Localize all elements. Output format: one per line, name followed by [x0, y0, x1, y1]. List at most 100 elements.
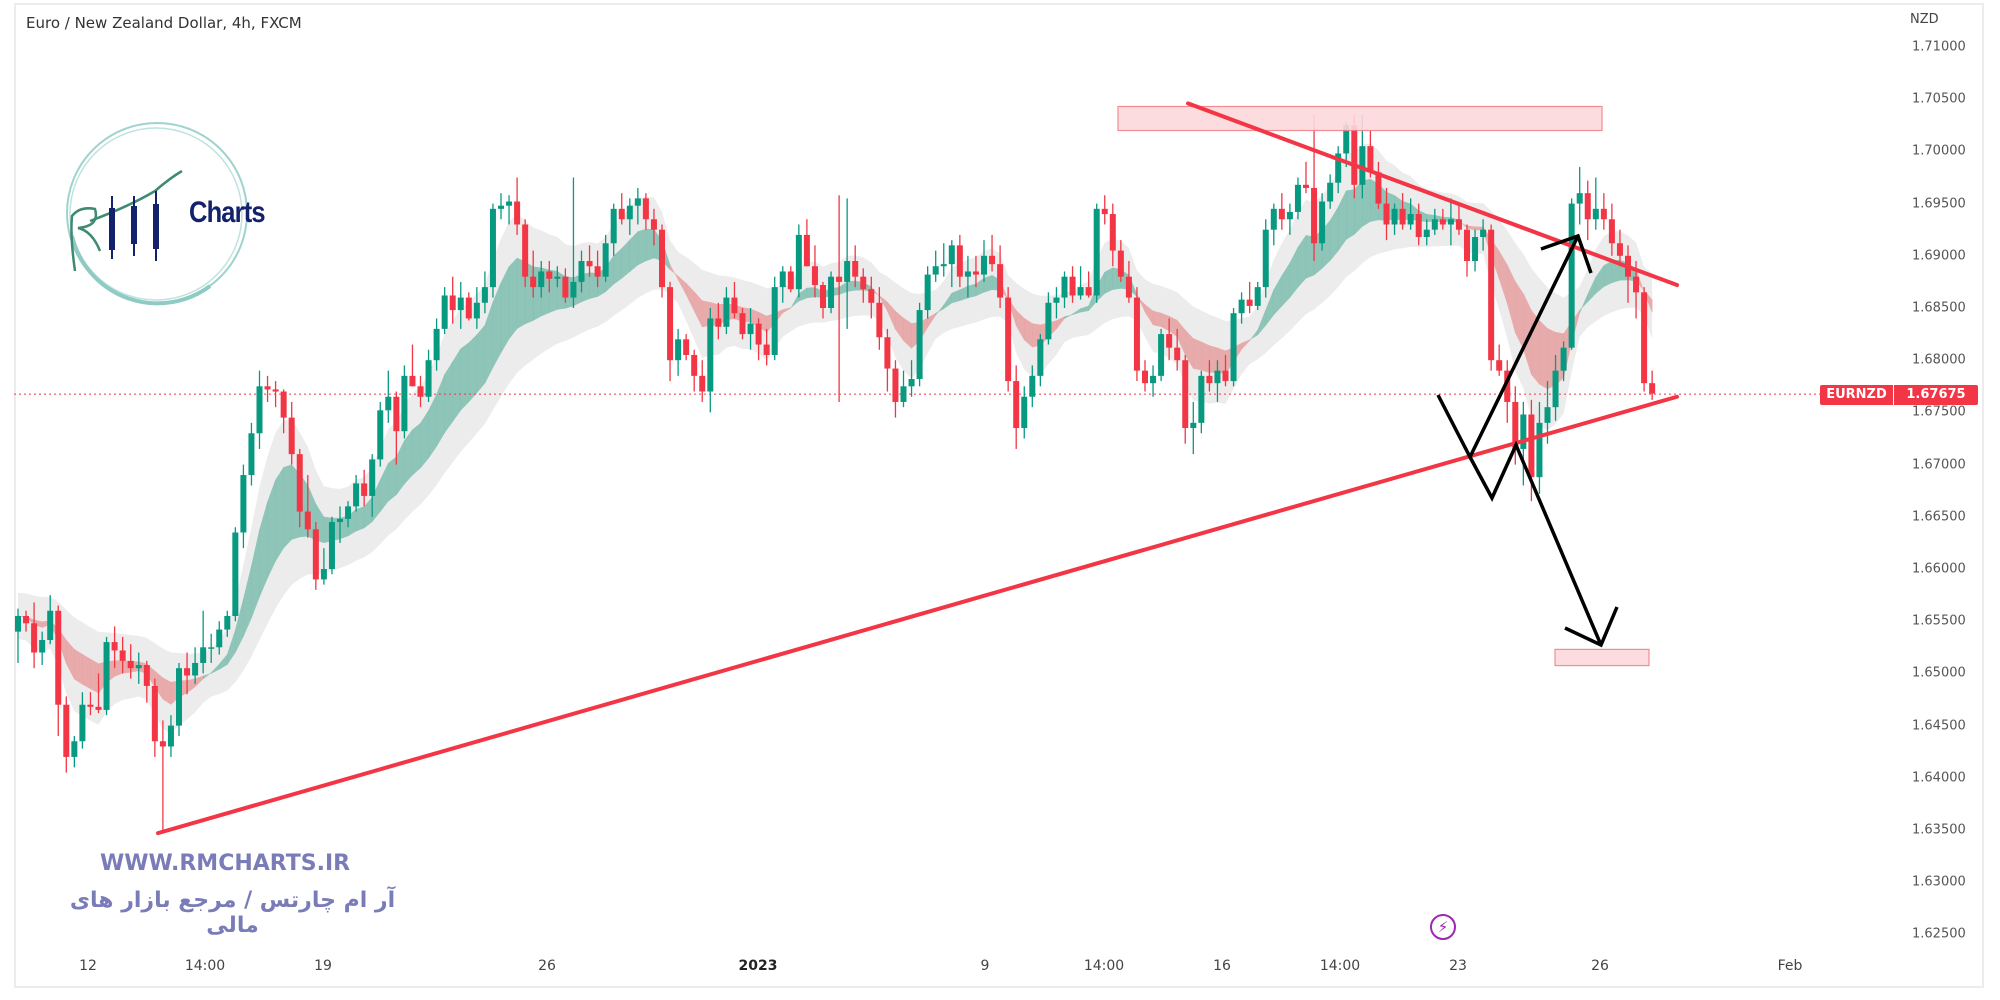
candle-body: [1005, 297, 1012, 382]
candle-body: [1488, 229, 1495, 361]
bearish-scenario-arrow: [1468, 440, 1603, 646]
candle-body: [1013, 381, 1020, 429]
candle-body: [634, 198, 641, 206]
time-tick: 16: [1213, 958, 1231, 974]
ma-ribbon-segment: [388, 456, 397, 502]
candle-body: [1608, 219, 1615, 244]
candle-body: [1262, 229, 1269, 288]
candle-body: [1222, 370, 1229, 382]
candle-body: [852, 261, 859, 277]
candle-body: [1391, 208, 1398, 225]
candle-body: [135, 665, 142, 669]
candle-body: [192, 662, 199, 676]
candle-body: [811, 266, 818, 286]
candle-body: [1294, 184, 1301, 212]
candle-body: [1319, 201, 1326, 244]
ma-ribbon-segment: [1474, 226, 1484, 231]
candle-body: [1504, 370, 1511, 402]
ma-ribbon-segment: [645, 228, 655, 262]
candle-body: [232, 532, 239, 616]
price-tick: 1.66000: [1912, 561, 1966, 577]
volatility-band: [18, 143, 1653, 735]
candle-body: [900, 386, 907, 402]
ma-ribbon-segment: [1217, 347, 1226, 375]
candle-body: [1600, 208, 1607, 220]
candle-body: [1230, 313, 1237, 382]
resistance-zone: [1117, 105, 1603, 132]
candle-body: [1552, 370, 1559, 408]
candle-body: [1496, 360, 1503, 371]
candle-body: [820, 285, 826, 308]
candle-body: [562, 276, 569, 298]
candle-body: [1238, 299, 1245, 314]
candle-body: [787, 271, 794, 290]
candle-body: [216, 629, 223, 648]
candle-body: [369, 459, 376, 496]
candle-body: [1383, 203, 1390, 225]
candle-body: [514, 201, 521, 225]
candle-body: [1633, 276, 1640, 293]
candle-body: [1045, 302, 1052, 340]
candle-body: [1254, 287, 1261, 306]
price-tick: 1.67500: [1912, 404, 1966, 420]
ma-ribbon-segment: [508, 257, 518, 340]
candle-body: [981, 255, 987, 275]
candle-body: [836, 276, 843, 282]
candle-body: [659, 229, 665, 288]
candle-body: [586, 261, 593, 267]
ma-ribbon-segment: [637, 228, 647, 266]
candle-body: [1101, 208, 1108, 215]
candle-body: [167, 725, 174, 747]
time-tick: 14:00: [184, 958, 226, 974]
candle-body: [594, 266, 601, 277]
candle-body: [932, 266, 939, 275]
candle-body: [1085, 287, 1092, 296]
target-zone: [1554, 648, 1650, 667]
candle-body: [224, 615, 231, 630]
candle-body: [1407, 214, 1414, 225]
candle-body: [1464, 229, 1470, 262]
candle-body: [1512, 401, 1519, 449]
ma-ribbon-segment: [1104, 267, 1114, 294]
ma-ribbon-segment: [283, 464, 292, 549]
candle-body: [916, 310, 923, 379]
candle-body: [602, 243, 609, 277]
time-tick: 23: [1449, 958, 1467, 974]
candle-body: [522, 224, 529, 277]
candle-body: [1568, 203, 1575, 348]
candle-body: [47, 610, 54, 640]
candle-body: [345, 506, 352, 519]
candle-body: [683, 339, 690, 355]
lightning-icon[interactable]: ⚡: [1430, 914, 1456, 940]
candle-body: [763, 344, 770, 355]
candle-body: [771, 287, 778, 355]
candle-body: [264, 386, 271, 390]
candle-body: [1133, 297, 1140, 371]
candle-body: [1649, 383, 1656, 394]
last-price-label: 1.67675: [1894, 385, 1978, 405]
candle-body: [892, 368, 899, 402]
candle-body: [803, 234, 810, 267]
candle-body: [353, 483, 360, 507]
candle-body: [570, 281, 577, 298]
candle-body: [940, 264, 947, 267]
candle-body: [1286, 211, 1293, 220]
ascending-trendline: [156, 394, 1679, 836]
arrowhead-icon: [1564, 606, 1619, 648]
candle-body: [1182, 360, 1189, 429]
time-tick: 19: [314, 958, 332, 974]
candle-body: [337, 518, 343, 523]
candle-body: [1560, 347, 1567, 371]
candle-body: [868, 289, 875, 303]
ma-ribbon-segment: [82, 653, 91, 690]
candle-body: [200, 647, 207, 663]
candle-body: [1616, 243, 1623, 256]
candle-body: [288, 417, 295, 455]
ma-ribbon-segment: [412, 422, 421, 476]
candle-body: [1415, 214, 1422, 238]
candle-body: [1270, 208, 1277, 230]
candle-body: [272, 389, 279, 392]
watermark-tagline: آر ام چارتس / مرجع بازار های مالی: [69, 888, 396, 938]
candle-body: [31, 623, 38, 653]
